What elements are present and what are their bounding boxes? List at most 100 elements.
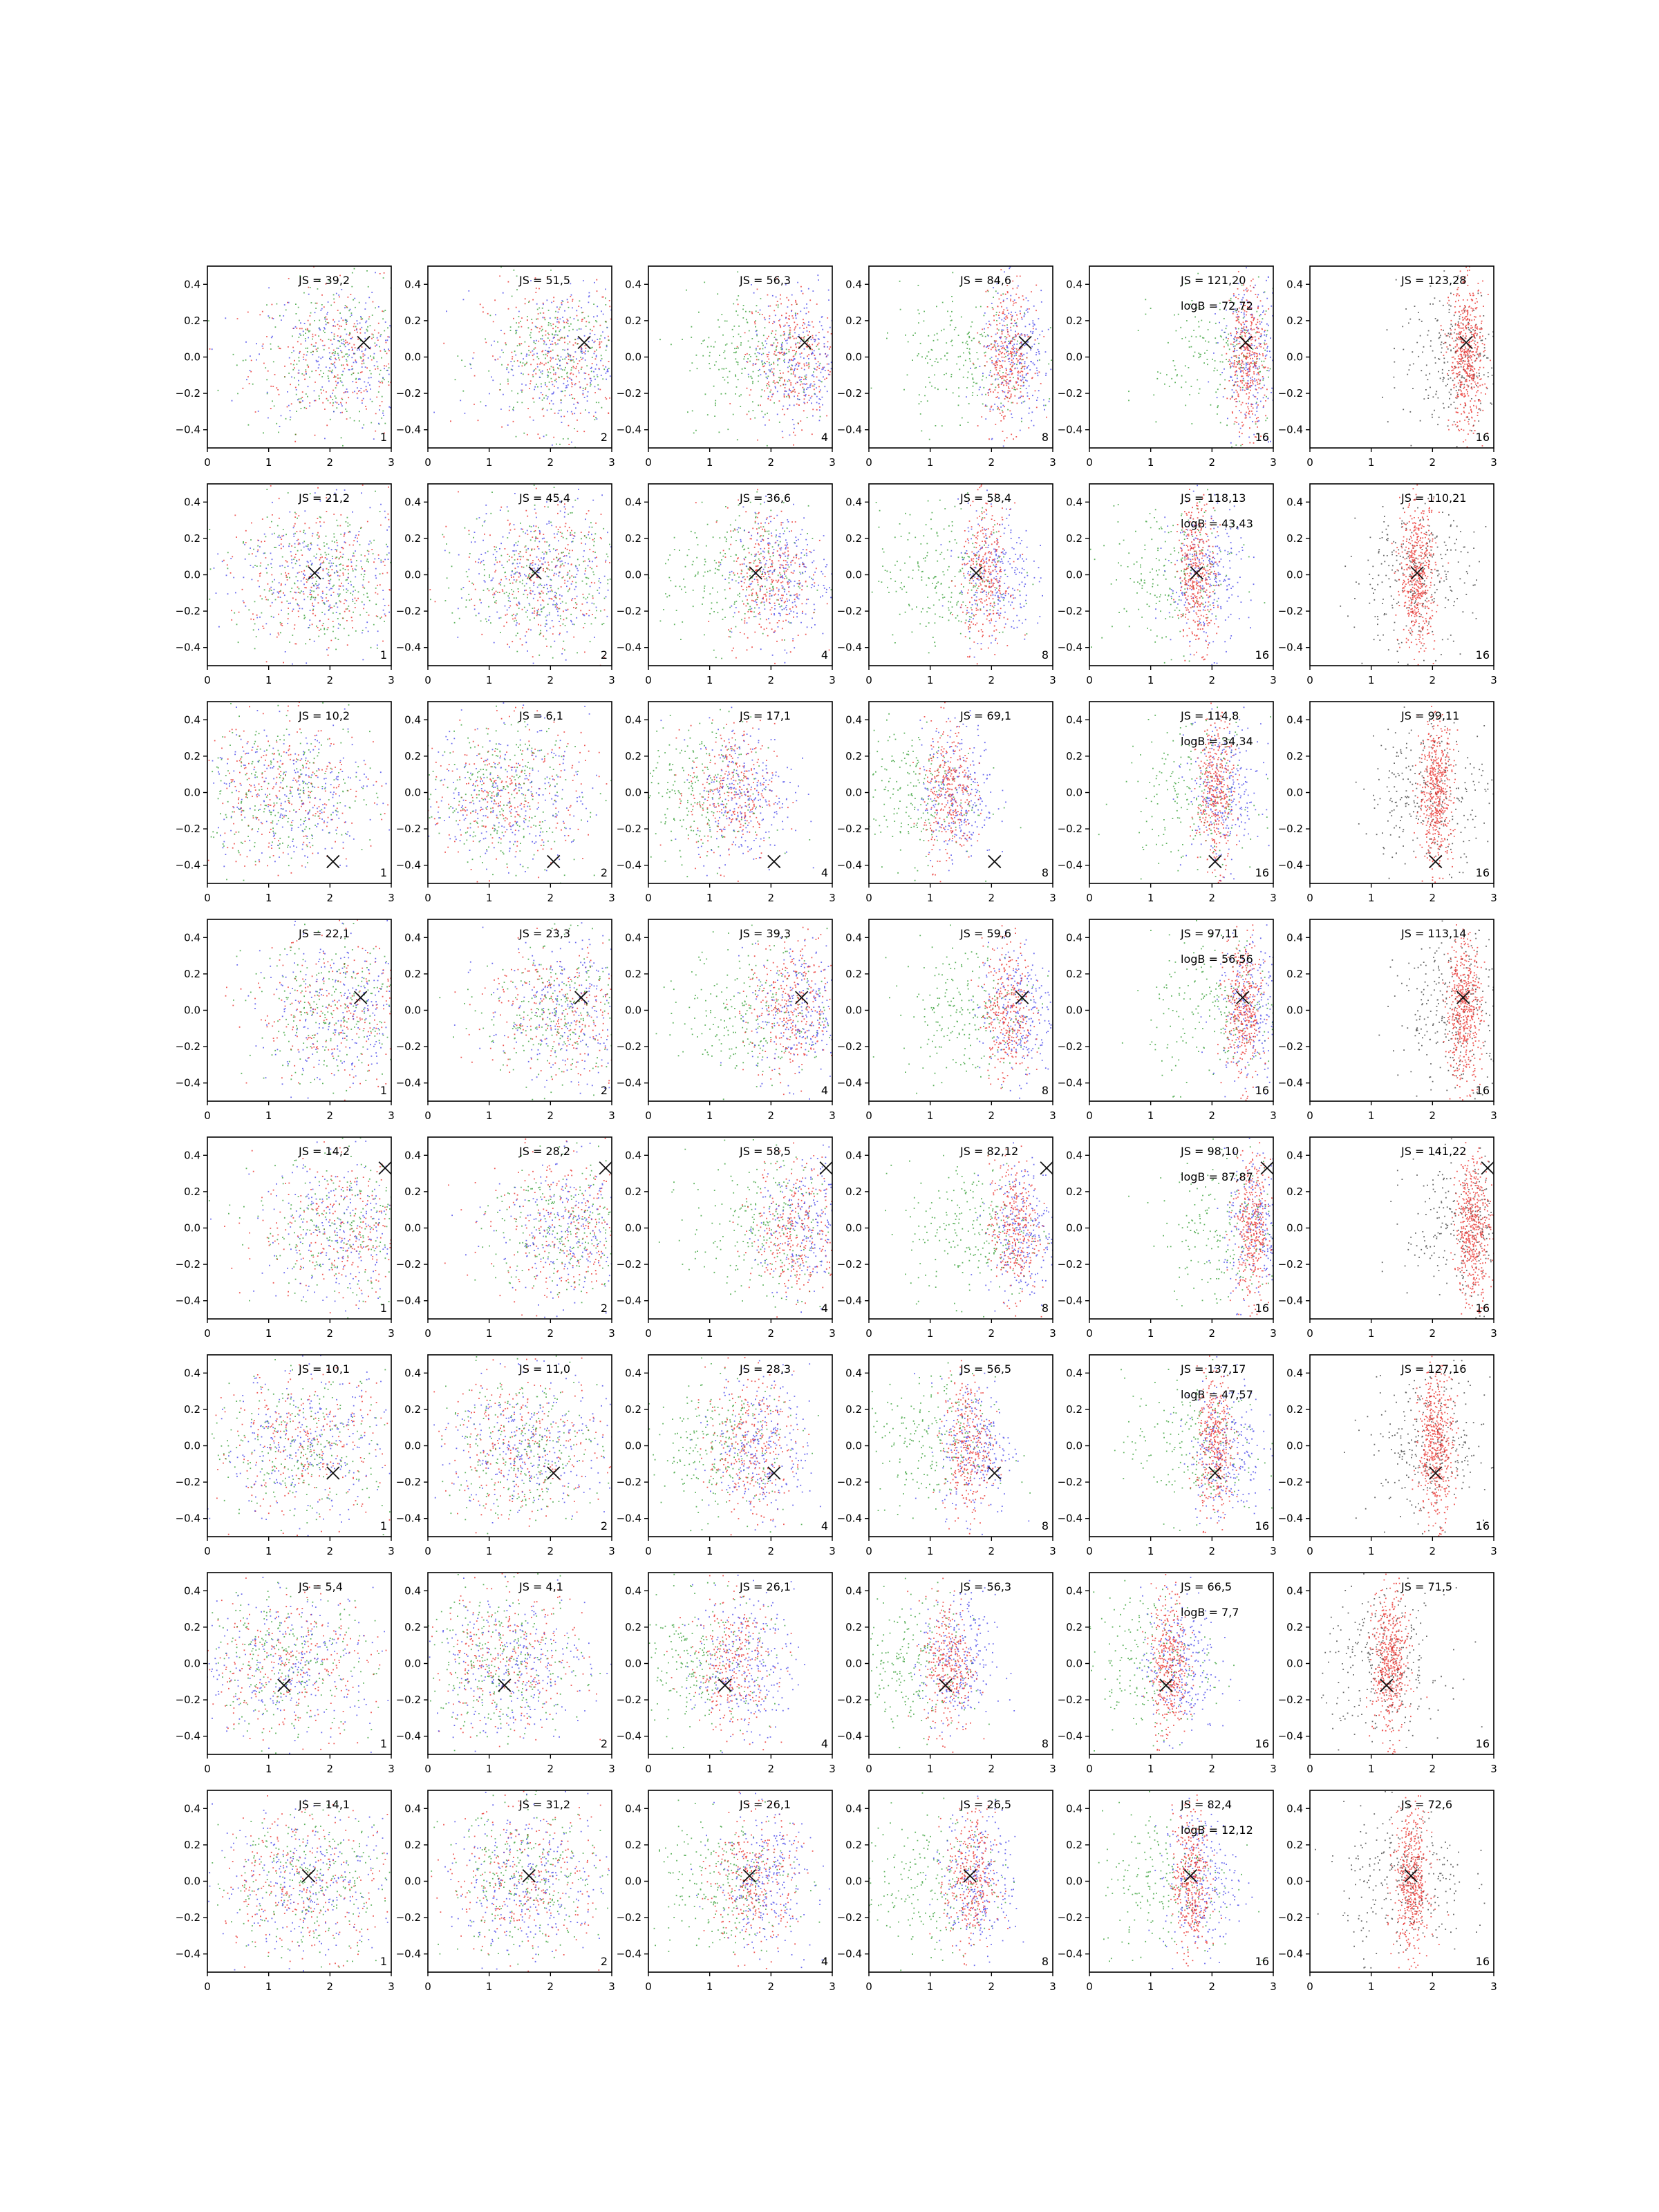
y-tick-label: −0.4: [837, 1512, 862, 1525]
axes-frame: [427, 1354, 612, 1537]
y-tick-label: −0.2: [396, 605, 421, 617]
series-green: [207, 1803, 391, 1968]
series-red: [659, 719, 794, 882]
x-tick-label: 2: [768, 1980, 775, 1993]
series-blue: [236, 919, 391, 1099]
x-tick-label: 3: [829, 892, 836, 904]
series-blue: [1200, 924, 1273, 1098]
x-tick-label: 0: [424, 674, 431, 686]
target-marker: [357, 335, 371, 350]
target-marker: [522, 1868, 536, 1883]
y-tick-label: 0.0: [1286, 787, 1303, 799]
y-tick-label: 0.0: [625, 1004, 641, 1017]
panel-r1-c4: 0 1 2 3 −0.4 −0.2 0.0 0.2 0.4 JS = 84,6 8: [837, 265, 1056, 469]
y-tick-label: −0.4: [1278, 424, 1303, 436]
y-tick-label: −0.2: [176, 605, 200, 617]
scatter-points: [444, 1137, 612, 1318]
y-tick-label: 0.2: [1286, 315, 1303, 327]
y-tick-label: −0.4: [176, 424, 200, 436]
y-tick-label: 0.4: [404, 496, 421, 508]
x-tick-label: 2: [1430, 1980, 1436, 1993]
x-tick-label: 0: [204, 1980, 211, 1993]
series-red: [912, 702, 982, 883]
y-tick-label: 0.0: [1286, 1004, 1303, 1017]
series-blue: [684, 1575, 805, 1754]
js-annotation: JS = 6,1: [518, 709, 563, 722]
y-tick-label: −0.2: [1058, 1040, 1082, 1053]
y-tick-label: 0.2: [845, 315, 862, 327]
y-tick-label: 0.0: [1066, 1875, 1082, 1888]
target-marker: [1040, 1161, 1053, 1175]
series-red: [1226, 1142, 1273, 1317]
x-tick-label: 0: [1306, 456, 1313, 469]
corner-label: 16: [1255, 1302, 1269, 1315]
corner-label: 1: [380, 1084, 387, 1097]
js-annotation: JS = 72,6: [1400, 1798, 1452, 1811]
y-tick-label: 0.0: [1066, 1440, 1082, 1452]
y-tick-label: 0.2: [1066, 532, 1082, 545]
y-tick-label: 0.4: [625, 713, 641, 726]
corner-label: 16: [1476, 1737, 1490, 1750]
scatter-points: [648, 706, 814, 882]
panel-r6-c2: 0 1 2 3−0.4−0.20.00.20.4 JS = 11,02: [396, 1354, 615, 1557]
x-tick-label: 2: [768, 1763, 775, 1775]
x-tick-label: 0: [645, 892, 652, 904]
corner-label: 4: [821, 1737, 828, 1750]
x-tick-label: 2: [988, 1980, 995, 1993]
y-tick-label: 0.4: [845, 1149, 862, 1161]
x-tick-label: 3: [388, 1327, 395, 1340]
corner-label: 8: [1042, 1519, 1049, 1533]
series-blue: [207, 706, 391, 868]
series-red: [444, 1137, 612, 1317]
target-marker: [819, 1161, 833, 1175]
series-green: [1098, 1791, 1263, 1962]
series-blue: [689, 1360, 821, 1531]
x-tick-label: 2: [988, 1109, 995, 1122]
js-annotation: JS = 137,17: [1180, 1362, 1246, 1376]
js-annotation: JS = 26,5: [959, 1798, 1011, 1811]
axes-frame: [1089, 1572, 1274, 1755]
axes-frame: [1309, 701, 1494, 884]
scatter-points: [648, 1573, 805, 1754]
corner-label: 16: [1255, 1084, 1269, 1097]
y-tick-label: 0.4: [1286, 496, 1303, 508]
target-marker: [277, 1678, 291, 1692]
x-tick-label: 1: [927, 1545, 934, 1557]
y-tick-label: 0.4: [1286, 1584, 1303, 1597]
x-tick-label: 3: [1490, 1763, 1497, 1775]
x-tick-label: 2: [1209, 1109, 1216, 1122]
x-tick-label: 1: [706, 892, 713, 904]
js-annotation: JS = 22,1: [298, 927, 350, 940]
x-tick-label: 2: [988, 892, 995, 904]
x-tick-label: 2: [327, 1545, 334, 1557]
x-tick-label: 3: [1049, 674, 1056, 686]
y-tick-label: 0.4: [184, 496, 200, 508]
target-marker: [767, 854, 781, 869]
series-blue: [940, 489, 1043, 658]
series-blue: [433, 280, 612, 446]
corner-label: 2: [601, 1519, 608, 1533]
y-tick-label: 0.2: [1066, 968, 1082, 980]
y-tick-label: 0.2: [184, 1403, 200, 1416]
x-tick-label: 3: [1490, 1545, 1497, 1557]
scatter-points: [439, 922, 612, 1100]
panel-r1-c1: 0 1 2 3 −0.4 −0.2 0.0 0.2 0.4 JS = 39,2 1: [176, 265, 395, 469]
corner-label: 1: [380, 1955, 387, 1968]
y-tick-label: −0.4: [1058, 1295, 1082, 1307]
x-tick-label: 2: [768, 1327, 775, 1340]
x-tick-label: 0: [204, 1545, 211, 1557]
panel-r5-c2: 0 1 2 3−0.4−0.20.00.20.4 JS = 28,22: [396, 1136, 615, 1340]
x-tick-label: 2: [547, 1545, 554, 1557]
panel-r5-c3: 0 1 2 3 −0.4 −0.2 0.0 0.2 0.4 JS = 58,5 4: [617, 1136, 836, 1340]
js-annotation: JS = 23,3: [518, 927, 570, 940]
js-annotation: JS = 69,1: [959, 709, 1011, 722]
y-tick-label: 0.2: [404, 532, 421, 545]
x-tick-label: 1: [1368, 1327, 1375, 1340]
axes-frame: [1309, 1136, 1494, 1320]
series-red: [207, 1577, 387, 1750]
js-annotation: JS = 84,6: [959, 274, 1011, 287]
corner-label: 2: [601, 1084, 608, 1097]
y-tick-label: −0.2: [396, 1040, 421, 1053]
x-tick-label: 0: [865, 1327, 872, 1340]
y-tick-label: −0.2: [837, 387, 862, 400]
